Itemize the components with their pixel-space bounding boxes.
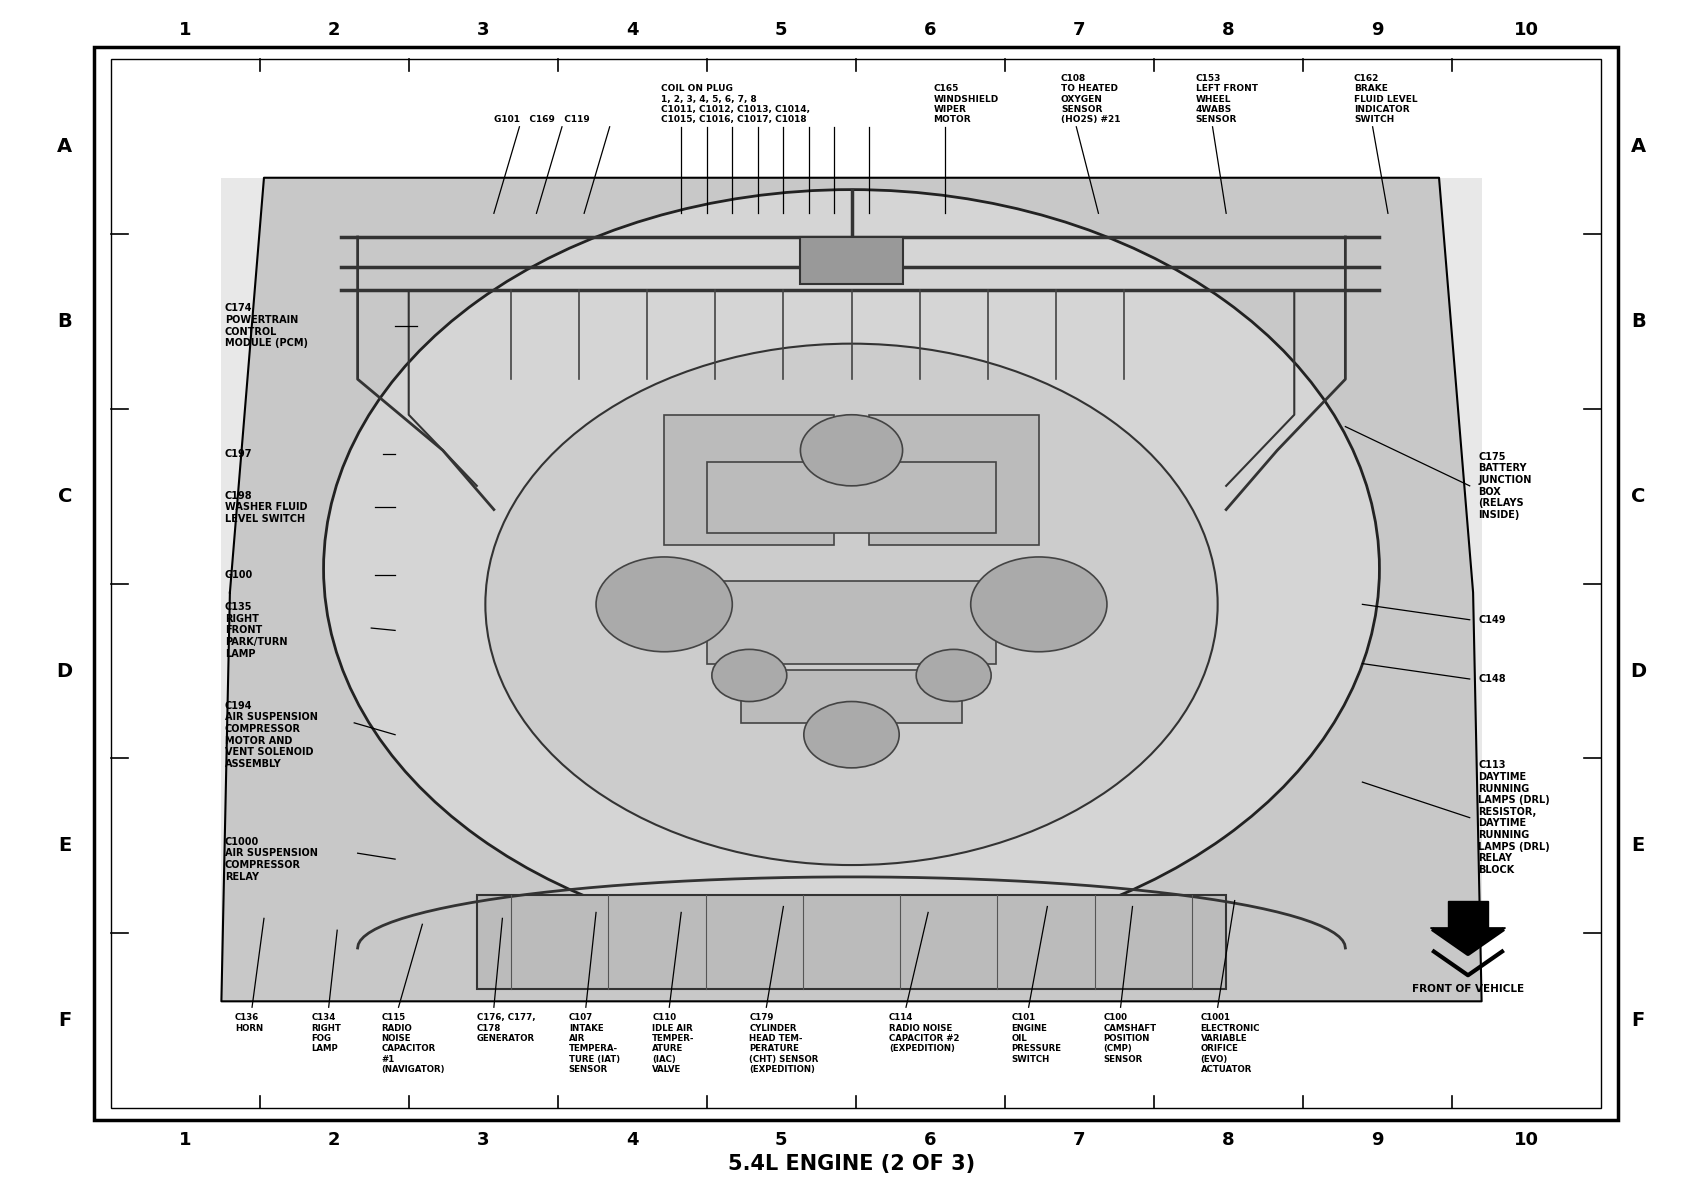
- Text: 4: 4: [627, 1130, 639, 1149]
- Text: 9: 9: [1371, 20, 1383, 39]
- Text: C100
CAMSHAFT
POSITION
(CMP)
SENSOR: C100 CAMSHAFT POSITION (CMP) SENSOR: [1104, 1013, 1156, 1064]
- Text: 8: 8: [1223, 1130, 1235, 1149]
- Text: C148: C148: [1478, 674, 1505, 684]
- Bar: [800, 237, 903, 284]
- Text: 6: 6: [925, 20, 937, 39]
- Text: 5: 5: [775, 20, 787, 39]
- Text: 7: 7: [1073, 1130, 1085, 1149]
- Polygon shape: [221, 178, 1482, 1001]
- Text: C135
RIGHT
FRONT
PARK/TURN
LAMP: C135 RIGHT FRONT PARK/TURN LAMP: [225, 602, 288, 659]
- Text: 5.4L ENGINE (2 OF 3): 5.4L ENGINE (2 OF 3): [727, 1154, 976, 1173]
- Circle shape: [804, 702, 899, 768]
- Polygon shape: [1431, 928, 1505, 954]
- Text: C197: C197: [225, 449, 252, 459]
- Text: 3: 3: [477, 20, 489, 39]
- Text: G100: G100: [225, 570, 254, 579]
- Circle shape: [800, 415, 903, 486]
- Text: C101
ENGINE
OIL
PRESSURE
SWITCH: C101 ENGINE OIL PRESSURE SWITCH: [1012, 1013, 1061, 1064]
- Text: G101   C169   C119: G101 C169 C119: [494, 115, 589, 124]
- Bar: [741, 670, 962, 723]
- Bar: [94, 47, 1618, 1120]
- Circle shape: [971, 557, 1107, 652]
- Text: C134
RIGHT
FOG
LAMP: C134 RIGHT FOG LAMP: [312, 1013, 342, 1053]
- Circle shape: [596, 557, 732, 652]
- Text: C: C: [1631, 487, 1645, 506]
- Ellipse shape: [485, 344, 1218, 865]
- Text: D: D: [56, 661, 73, 680]
- Text: 3: 3: [477, 1130, 489, 1149]
- Text: 4: 4: [627, 20, 639, 39]
- Text: COIL ON PLUG
1, 2, 3, 4, 5, 6, 7, 8
C1011, C1012, C1013, C1014,
C1015, C1016, C1: COIL ON PLUG 1, 2, 3, 4, 5, 6, 7, 8 C101…: [661, 84, 809, 124]
- Text: 8: 8: [1223, 20, 1235, 39]
- Text: C174
POWERTRAIN
CONTROL
MODULE (PCM): C174 POWERTRAIN CONTROL MODULE (PCM): [225, 303, 308, 348]
- Text: C: C: [58, 487, 72, 506]
- Bar: [707, 462, 996, 533]
- Text: C110
IDLE AIR
TEMPER-
ATURE
(IAC)
VALVE: C110 IDLE AIR TEMPER- ATURE (IAC) VALVE: [652, 1013, 695, 1074]
- Text: C136
HORN: C136 HORN: [235, 1013, 264, 1032]
- Text: C194
AIR SUSPENSION
COMPRESSOR
MOTOR AND
VENT SOLENOID
ASSEMBLY: C194 AIR SUSPENSION COMPRESSOR MOTOR AND…: [225, 700, 318, 769]
- Polygon shape: [1434, 901, 1502, 930]
- Text: 2: 2: [329, 1130, 341, 1149]
- Text: 1: 1: [179, 1130, 191, 1149]
- Text: B: B: [58, 312, 72, 331]
- Text: C198
WASHER FLUID
LEVEL SWITCH: C198 WASHER FLUID LEVEL SWITCH: [225, 491, 307, 524]
- Text: C114
RADIO NOISE
CAPACITOR #2
(EXPEDITION): C114 RADIO NOISE CAPACITOR #2 (EXPEDITIO…: [889, 1013, 959, 1053]
- Bar: [707, 581, 996, 664]
- Bar: [111, 59, 1601, 1108]
- Text: A: A: [1631, 137, 1645, 156]
- Text: 1: 1: [179, 20, 191, 39]
- Text: 10: 10: [1514, 20, 1540, 39]
- Circle shape: [916, 649, 991, 702]
- Text: 7: 7: [1073, 20, 1085, 39]
- Text: B: B: [1631, 312, 1645, 331]
- Text: C179
CYLINDER
HEAD TEM-
PERATURE
(CHT) SENSOR
(EXPEDITION): C179 CYLINDER HEAD TEM- PERATURE (CHT) S…: [749, 1013, 819, 1074]
- Text: C115
RADIO
NOISE
CAPACITOR
#1
(NAVIGATOR): C115 RADIO NOISE CAPACITOR #1 (NAVIGATOR…: [381, 1013, 444, 1074]
- Bar: [869, 415, 1039, 545]
- Text: 10: 10: [1514, 1130, 1540, 1149]
- Text: C107
INTAKE
AIR
TEMPERA-
TURE (IAT)
SENSOR: C107 INTAKE AIR TEMPERA- TURE (IAT) SENS…: [569, 1013, 620, 1074]
- Text: C149: C149: [1478, 615, 1505, 624]
- Text: C1000
AIR SUSPENSION
COMPRESSOR
RELAY: C1000 AIR SUSPENSION COMPRESSOR RELAY: [225, 837, 318, 882]
- Text: D: D: [1630, 661, 1647, 680]
- Text: C153
LEFT FRONT
WHEEL
4WABS
SENSOR: C153 LEFT FRONT WHEEL 4WABS SENSOR: [1196, 73, 1257, 124]
- Bar: [664, 415, 834, 545]
- Text: FRONT OF VEHICLE: FRONT OF VEHICLE: [1412, 984, 1524, 993]
- Text: 9: 9: [1371, 1130, 1383, 1149]
- Text: A: A: [58, 137, 72, 156]
- Text: E: E: [1631, 837, 1645, 856]
- Text: 6: 6: [925, 1130, 937, 1149]
- Text: C165
WINDSHIELD
WIPER
MOTOR: C165 WINDSHIELD WIPER MOTOR: [933, 84, 998, 124]
- Text: 5: 5: [775, 1130, 787, 1149]
- Text: C1001
ELECTRONIC
VARIABLE
ORIFICE
(EVO)
ACTUATOR: C1001 ELECTRONIC VARIABLE ORIFICE (EVO) …: [1201, 1013, 1260, 1074]
- Text: C176, C177,
C178
GENERATOR: C176, C177, C178 GENERATOR: [477, 1013, 535, 1043]
- Text: C162
BRAKE
FLUID LEVEL
INDICATOR
SWITCH: C162 BRAKE FLUID LEVEL INDICATOR SWITCH: [1354, 73, 1417, 124]
- Bar: [477, 895, 1226, 989]
- Bar: [221, 178, 1482, 1001]
- Text: F: F: [1631, 1011, 1645, 1030]
- Ellipse shape: [324, 190, 1379, 948]
- Text: E: E: [58, 837, 72, 856]
- Text: C108
TO HEATED
OXYGEN
SENSOR
(HO2S) #21: C108 TO HEATED OXYGEN SENSOR (HO2S) #21: [1061, 73, 1121, 124]
- Text: C113
DAYTIME
RUNNING
LAMPS (DRL)
RESISTOR,
DAYTIME
RUNNING
LAMPS (DRL)
RELAY
BLO: C113 DAYTIME RUNNING LAMPS (DRL) RESISTO…: [1478, 761, 1550, 875]
- Text: F: F: [58, 1011, 72, 1030]
- Text: C175
BATTERY
JUNCTION
BOX
(RELAYS
INSIDE): C175 BATTERY JUNCTION BOX (RELAYS INSIDE…: [1478, 451, 1531, 520]
- Text: 2: 2: [329, 20, 341, 39]
- Circle shape: [712, 649, 787, 702]
